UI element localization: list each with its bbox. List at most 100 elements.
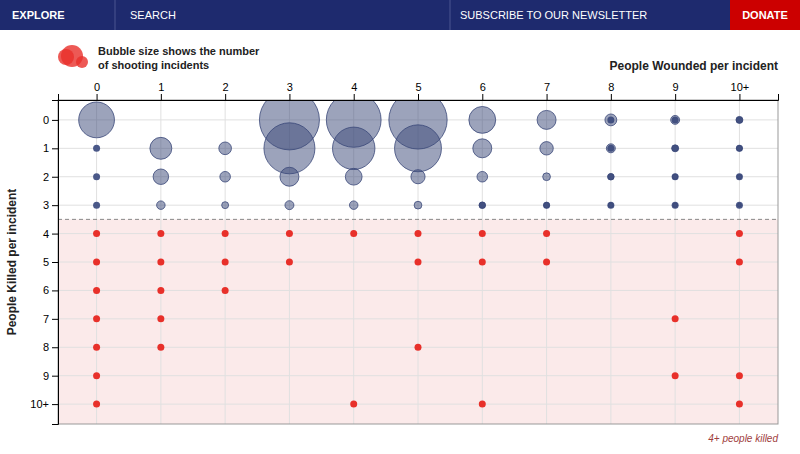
bubble	[285, 201, 294, 210]
dot	[415, 344, 422, 351]
donate-label[interactable]: DONATE	[742, 9, 788, 21]
bubble	[79, 102, 115, 138]
dot	[543, 230, 550, 237]
tick-mark	[418, 94, 419, 100]
bubble	[544, 202, 550, 208]
series	[93, 116, 743, 208]
nav-item[interactable]: SUBSCRIBE TO OUR NEWSLETTER	[460, 9, 647, 21]
bubble	[543, 173, 551, 181]
tick-mark	[547, 94, 548, 100]
tick: 9	[43, 370, 58, 382]
nav-background	[0, 0, 800, 30]
tick: 7	[544, 81, 550, 100]
dot	[93, 230, 100, 237]
bubble	[414, 201, 422, 209]
tick: 10+	[30, 398, 58, 410]
nav-bar: EXPLORE SEARCH SUBSCRIBE TO OUR NEWSLETTER…	[0, 0, 800, 30]
threshold-line	[58, 219, 778, 220]
tick: 8	[43, 341, 58, 353]
bubble	[737, 175, 741, 179]
annotation: 4+ people killed	[708, 433, 778, 444]
bubble	[672, 174, 677, 179]
dot	[736, 372, 743, 379]
tick-mark	[739, 94, 740, 100]
bubble	[411, 170, 425, 184]
tick: 6	[43, 284, 58, 296]
dot	[736, 401, 743, 408]
dot	[157, 344, 164, 351]
y-axis-title: People Killed per incident	[5, 189, 19, 336]
tick: 2	[43, 171, 58, 183]
tick-label: 1	[43, 142, 49, 154]
dot	[157, 259, 164, 266]
tick: 2	[223, 81, 229, 100]
marks	[79, 100, 743, 408]
dot	[736, 230, 743, 237]
tick-label: 6	[43, 284, 49, 296]
tick-mark	[52, 148, 58, 149]
tick-label: 8	[43, 341, 49, 353]
tick-mark	[52, 319, 58, 320]
tick: 6	[480, 81, 486, 100]
bubble	[606, 144, 615, 153]
dot	[93, 315, 100, 322]
note-text: Bubble size shows the number	[98, 45, 260, 57]
tick-label: 4	[351, 81, 357, 93]
tick: 7	[43, 313, 58, 325]
bubble	[540, 142, 553, 155]
bubble	[608, 174, 614, 180]
bubble	[537, 110, 556, 129]
chart: 012345678910+012345678910+	[30, 81, 778, 425]
tick-label: 5	[415, 81, 421, 93]
tick: 1	[43, 142, 58, 154]
dot	[93, 287, 100, 294]
dot	[479, 401, 486, 408]
tick: 0	[43, 114, 58, 126]
dot	[222, 287, 229, 294]
nav-divider	[115, 0, 116, 30]
tick-label: 1	[158, 81, 164, 93]
tick-label: 2	[43, 171, 49, 183]
tick: 0	[94, 81, 100, 100]
donate-button[interactable]: DONATE	[730, 0, 800, 30]
tick-label: 3	[287, 81, 293, 93]
plot-frame	[58, 100, 778, 424]
plot-background	[58, 100, 778, 424]
dot	[607, 173, 614, 180]
dot	[479, 202, 486, 209]
bubble	[479, 202, 485, 208]
tick-mark	[52, 120, 58, 121]
dot	[415, 259, 422, 266]
dot	[607, 202, 614, 209]
nav-item[interactable]: EXPLORE	[12, 9, 65, 21]
dot	[222, 230, 229, 237]
x-axis-title: People Wounded per incident	[610, 59, 778, 73]
bubble	[157, 201, 165, 209]
axis-line	[52, 101, 59, 425]
dot	[607, 145, 614, 152]
dot	[93, 344, 100, 351]
series	[79, 100, 743, 210]
dot	[543, 259, 550, 266]
tick-mark	[52, 404, 58, 405]
bubble	[222, 202, 229, 209]
donate-background[interactable]	[730, 0, 800, 30]
dot	[286, 259, 293, 266]
dot	[222, 259, 229, 266]
dot	[672, 173, 679, 180]
bubble	[477, 171, 488, 182]
tick-mark	[52, 234, 58, 235]
series	[93, 230, 743, 408]
bubble	[220, 171, 231, 182]
bubble	[736, 116, 743, 123]
tick-label: 9	[673, 81, 679, 93]
note-symbol	[76, 56, 88, 68]
bubble	[345, 168, 362, 185]
grid-line	[58, 404, 778, 405]
nav-item[interactable]: SEARCH	[130, 9, 176, 21]
tick-mark	[52, 376, 58, 377]
tick-label: 2	[223, 81, 229, 93]
tick-mark	[52, 205, 58, 206]
size-note: Bubble size shows the numberof shooting …	[58, 45, 260, 71]
tick-mark	[52, 347, 58, 348]
